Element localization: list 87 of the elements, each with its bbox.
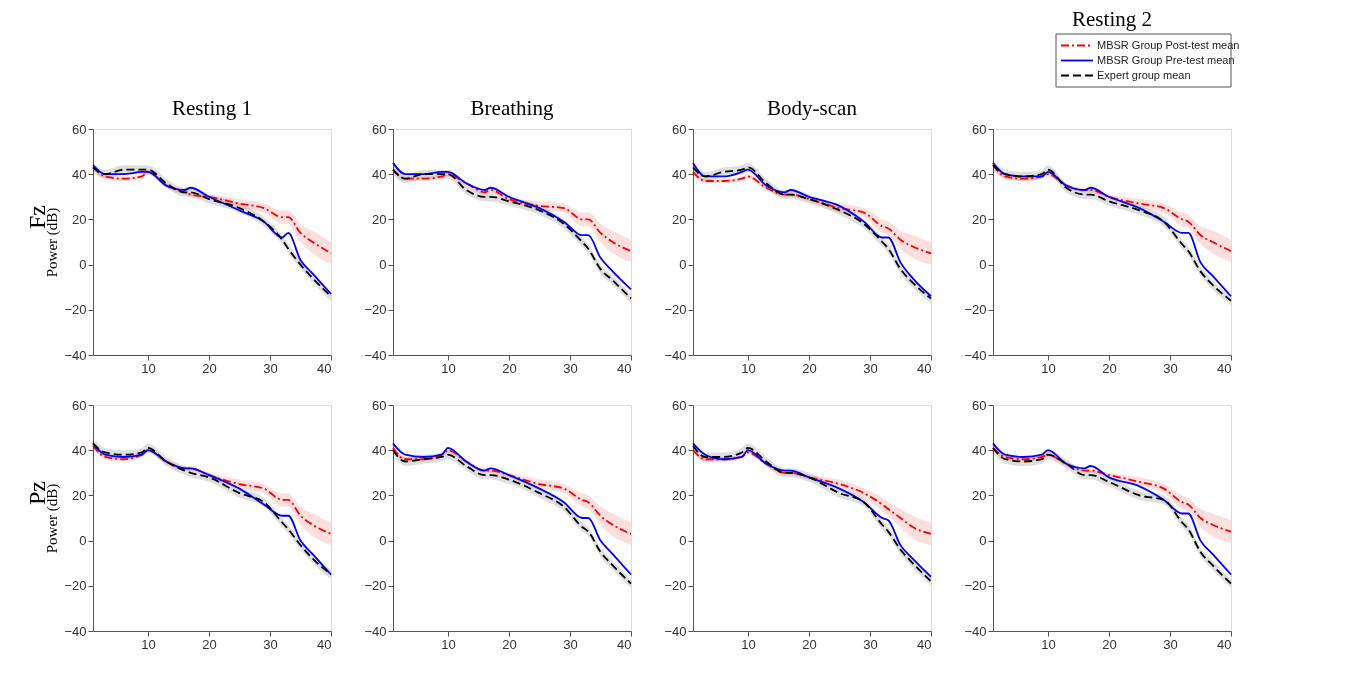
chart-title: Resting 2 xyxy=(1072,6,1152,31)
y-tick-label: 40 xyxy=(672,442,687,458)
y-tick-label: 40 xyxy=(972,166,987,182)
x-tick-label: 20 xyxy=(502,360,517,376)
chart-title: Body-scan xyxy=(767,96,858,120)
y-tick-label: 60 xyxy=(672,121,687,137)
x-tick-label: 10 xyxy=(141,636,156,652)
y-tick-label: −20 xyxy=(364,302,387,318)
legend-label: MBSR Group Pre-test mean xyxy=(1097,53,1235,66)
x-tick-label: 10 xyxy=(141,360,156,376)
x-tick-label: 20 xyxy=(1102,360,1117,376)
y-tick-label: 20 xyxy=(72,211,87,227)
y-tick-label: 40 xyxy=(972,442,987,458)
y-tick-label: −40 xyxy=(364,623,387,639)
y-tick-label: −20 xyxy=(664,578,687,594)
x-tick-label: 20 xyxy=(802,360,817,376)
y-tick-label: 20 xyxy=(972,487,987,503)
x-tick-label: 20 xyxy=(202,636,217,652)
x-tick-label: 30 xyxy=(263,636,278,652)
x-tick-label: 30 xyxy=(263,360,278,376)
x-tick-label: 10 xyxy=(1041,360,1056,376)
x-tick-label: 40 xyxy=(1217,360,1232,376)
x-tick-label: 20 xyxy=(1102,636,1117,652)
y-tick-label: −20 xyxy=(64,302,87,318)
y-tick-label: −40 xyxy=(964,347,987,363)
y-tick-label: −40 xyxy=(64,347,87,363)
legend-label: Expert group mean xyxy=(1097,68,1191,81)
x-tick-label: 20 xyxy=(502,636,517,652)
x-tick-label: 10 xyxy=(441,360,456,376)
y-tick-label: 60 xyxy=(72,121,87,137)
y-tick-label: 0 xyxy=(379,257,387,273)
y-tick-label: 20 xyxy=(672,211,687,227)
y-tick-label: 40 xyxy=(372,166,387,182)
y-tick-label: 0 xyxy=(979,533,987,549)
y-tick-label: −20 xyxy=(664,302,687,318)
y-tick-label: −40 xyxy=(664,623,687,639)
y-tick-label: 60 xyxy=(372,397,387,413)
y-tick-label: 20 xyxy=(672,487,687,503)
y-tick-label: −40 xyxy=(964,623,987,639)
y-tick-label: 0 xyxy=(79,533,87,549)
y-tick-label: 60 xyxy=(372,121,387,137)
y-tick-label: 0 xyxy=(679,257,687,273)
y-tick-label: 20 xyxy=(372,487,387,503)
x-tick-label: 40 xyxy=(617,636,632,652)
x-tick-label: 40 xyxy=(1217,636,1232,652)
y-tick-label: 20 xyxy=(972,211,987,227)
x-tick-label: 10 xyxy=(1041,636,1056,652)
chart-title: Resting 1 xyxy=(172,96,252,120)
x-tick-label: 30 xyxy=(863,360,878,376)
x-tick-label: 30 xyxy=(563,360,578,376)
y-tick-label: 40 xyxy=(72,166,87,182)
x-tick-label: 30 xyxy=(1163,360,1178,376)
x-tick-label: 40 xyxy=(917,360,932,376)
x-tick-label: 40 xyxy=(317,636,332,652)
x-tick-label: 20 xyxy=(802,636,817,652)
x-tick-label: 20 xyxy=(202,360,217,376)
y-tick-label: 0 xyxy=(979,257,987,273)
x-tick-label: 10 xyxy=(741,360,756,376)
x-tick-label: 40 xyxy=(917,636,932,652)
y-tick-label: 20 xyxy=(72,487,87,503)
y-tick-label: 0 xyxy=(379,533,387,549)
legend-label: MBSR Group Post-test mean xyxy=(1097,38,1240,51)
y-tick-label: 60 xyxy=(972,397,987,413)
y-tick-label: −20 xyxy=(964,302,987,318)
y-tick-label: 40 xyxy=(372,442,387,458)
x-tick-label: 10 xyxy=(441,636,456,652)
y-tick-label: 40 xyxy=(672,166,687,182)
x-tick-label: 30 xyxy=(563,636,578,652)
x-tick-label: 40 xyxy=(317,360,332,376)
y-tick-label: 0 xyxy=(679,533,687,549)
y-tick-label: −20 xyxy=(64,578,87,594)
y-tick-label: −20 xyxy=(364,578,387,594)
y-tick-label: 60 xyxy=(672,397,687,413)
y-tick-label: −20 xyxy=(964,578,987,594)
y-tick-label: −40 xyxy=(664,347,687,363)
x-tick-label: 30 xyxy=(863,636,878,652)
y-tick-label: 0 xyxy=(79,257,87,273)
y-tick-label: −40 xyxy=(364,347,387,363)
chart-title: Breathing xyxy=(470,96,554,120)
x-tick-label: 30 xyxy=(1163,636,1178,652)
x-tick-label: 40 xyxy=(617,360,632,376)
x-tick-label: 10 xyxy=(741,636,756,652)
y-tick-label: 60 xyxy=(972,121,987,137)
y-tick-label: 40 xyxy=(72,442,87,458)
y-tick-label: 60 xyxy=(72,397,87,413)
y-tick-label: 20 xyxy=(372,211,387,227)
y-tick-label: −40 xyxy=(64,623,87,639)
